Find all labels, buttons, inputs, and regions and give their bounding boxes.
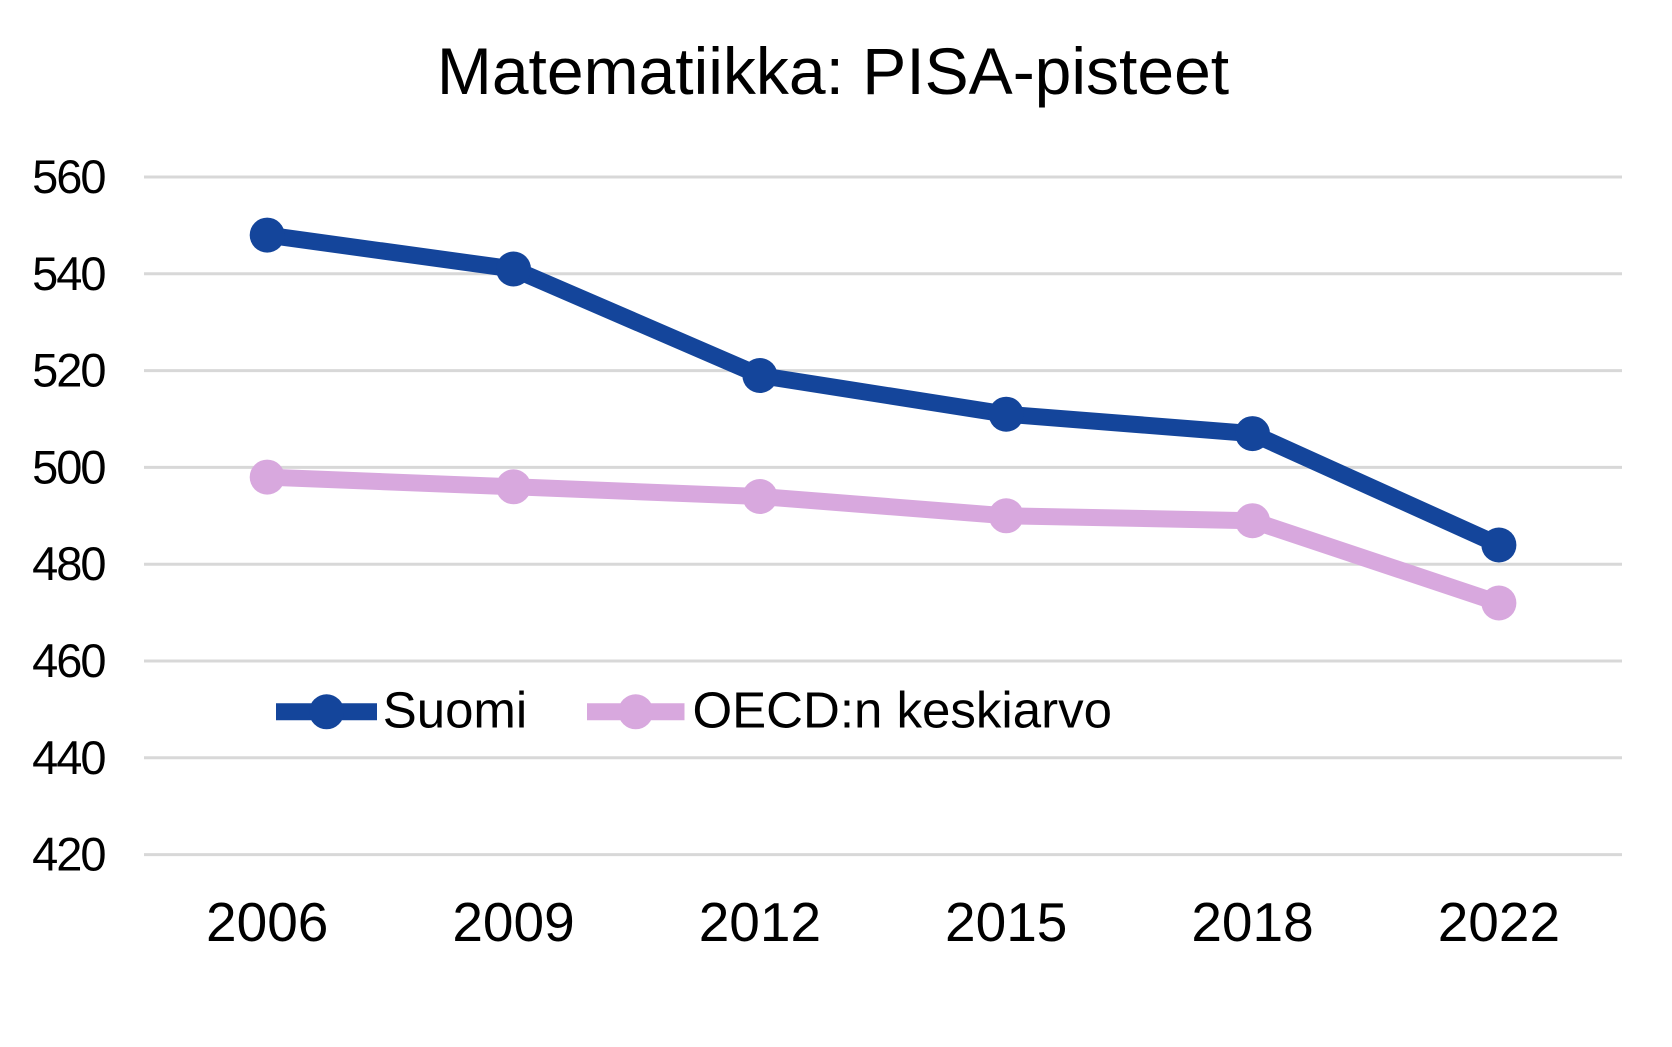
- svg-text:520: 520: [32, 344, 105, 397]
- svg-text:500: 500: [32, 440, 105, 493]
- svg-text:2022: 2022: [1438, 891, 1560, 953]
- svg-text:2018: 2018: [1191, 891, 1313, 953]
- svg-text:OECD:n keskiarvo: OECD:n keskiarvo: [693, 682, 1112, 739]
- svg-text:480: 480: [32, 537, 105, 590]
- svg-text:2012: 2012: [699, 891, 821, 953]
- svg-text:2006: 2006: [206, 891, 328, 953]
- svg-text:440: 440: [32, 731, 105, 784]
- svg-text:540: 540: [32, 247, 105, 300]
- svg-text:560: 560: [32, 150, 105, 203]
- svg-text:2009: 2009: [452, 891, 574, 953]
- svg-text:2015: 2015: [945, 891, 1067, 953]
- svg-text:Suomi: Suomi: [383, 682, 528, 739]
- svg-text:420: 420: [32, 828, 105, 881]
- svg-text:460: 460: [32, 634, 105, 687]
- svg-text:Matematiikka: PISA-pisteet: Matematiikka: PISA-pisteet: [437, 34, 1229, 108]
